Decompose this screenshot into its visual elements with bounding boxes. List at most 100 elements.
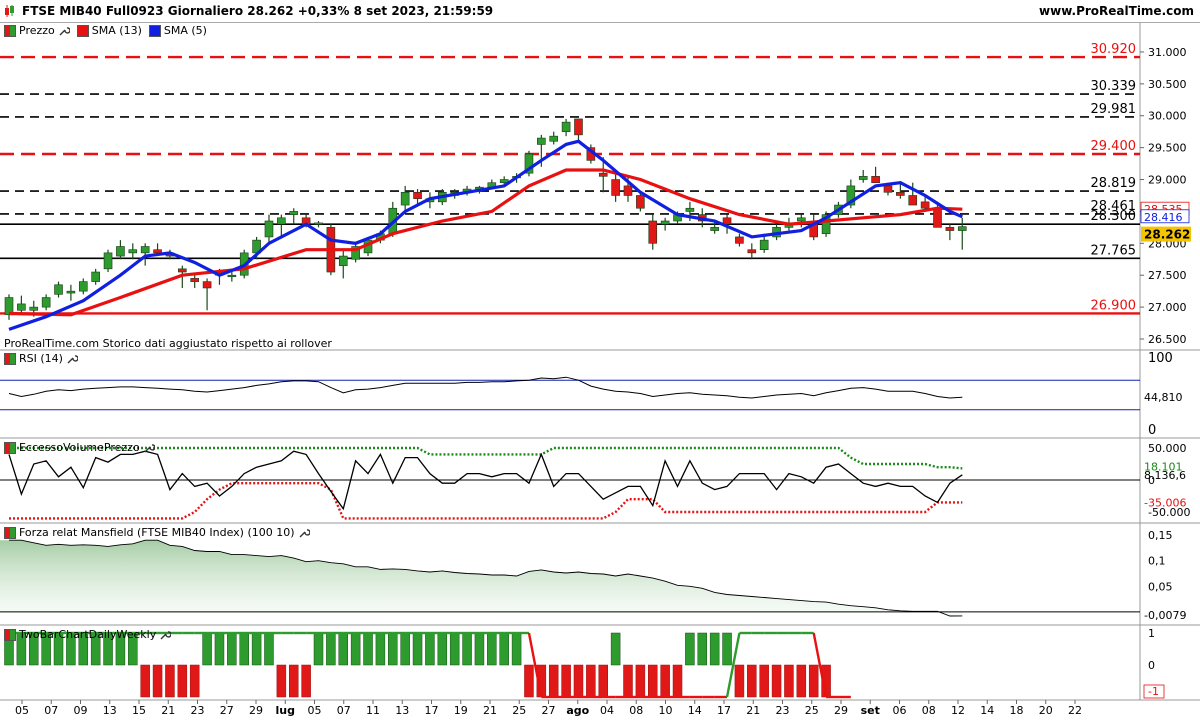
legend-mansfield: Forza relat Mansfield (FTSE MIB40 Index)… [19, 526, 295, 539]
daily-bar-up [326, 632, 336, 666]
candle-body [710, 227, 719, 231]
price-legend: Prezzo SMA (13) SMA (5) [4, 24, 207, 38]
daily-bar-up [227, 632, 237, 666]
weekly-line-segment [725, 632, 741, 698]
x-tick-label: set [861, 704, 880, 717]
value-tag: 28.416 [1144, 211, 1183, 224]
candle-body [314, 222, 323, 225]
candle-body [91, 271, 100, 282]
y-tick-label: 30.000 [1148, 110, 1187, 123]
candle-body [103, 252, 113, 270]
level-label: 29.400 [1091, 139, 1137, 154]
x-tick-label: 29 [249, 704, 263, 717]
y-tick-label: 26.500 [1148, 333, 1187, 346]
evp-value-tag: 18.101 [1144, 460, 1183, 473]
candle-body [945, 227, 955, 231]
daily-bar-down [561, 664, 571, 698]
evp-tick-label: -50.000 [1148, 506, 1190, 519]
evp-line [8, 450, 963, 511]
y-tick-label: 27.000 [1148, 301, 1187, 314]
x-tick-label: 12 [951, 704, 965, 717]
x-tick-label: 07 [44, 704, 58, 717]
y-tick-label: 30.500 [1148, 78, 1187, 91]
x-tick-label: 06 [893, 704, 907, 717]
candle-body [537, 137, 546, 145]
x-tick-label: 13 [103, 704, 117, 717]
daily-bar-up [202, 632, 212, 666]
x-tick-label: 15 [132, 704, 146, 717]
candle-body [561, 121, 571, 132]
level-label: 28.300 [1091, 209, 1137, 224]
candle-body [871, 176, 880, 184]
daily-bar-up [338, 632, 349, 666]
level-label: 26.900 [1091, 298, 1137, 313]
x-tick-label: 08 [629, 704, 643, 717]
x-tick-label: 29 [834, 704, 848, 717]
legend-sma13: SMA (13) [91, 24, 142, 37]
x-tick-label: 21 [483, 704, 497, 717]
evp-swatch [4, 442, 16, 454]
y-tick-label: 27.500 [1148, 269, 1187, 282]
twobar-legend: TwoBarChartDailyWeekly [4, 628, 172, 642]
chart-header: FTSE MIB40 Full0923 Giornaliero 28.262 +… [0, 0, 1200, 23]
legend-evp: EccessoVolumePrezzo [19, 441, 140, 454]
candle-body [648, 220, 658, 244]
candle-body [54, 284, 63, 295]
mansfield-value-tag: -0,0079 [1144, 609, 1186, 622]
daily-bar-down [548, 664, 559, 698]
daily-bar-up [511, 632, 522, 666]
candle-body [116, 246, 125, 257]
candle-body [636, 195, 645, 209]
wrench-icon[interactable] [159, 629, 172, 641]
daily-bar-up [251, 632, 262, 666]
y-tick-label: 29.500 [1148, 142, 1187, 155]
candle-body [17, 303, 26, 311]
daily-bar-up [437, 632, 448, 666]
x-tick-label: 17 [425, 704, 439, 717]
daily-bar-down [635, 664, 646, 698]
candle-body [524, 153, 534, 174]
daily-bar-up [350, 632, 361, 666]
wrench-icon[interactable] [298, 527, 310, 539]
wrench-icon[interactable] [143, 442, 155, 454]
daily-bar-up [425, 632, 435, 666]
candle-body [351, 246, 360, 260]
candle-body [400, 191, 410, 206]
mansfield-tick-label: 0,15 [1148, 529, 1173, 542]
candle-body [957, 226, 967, 231]
twobar-tick-label: 0 [1148, 659, 1155, 672]
x-tick-label: 21 [746, 704, 760, 717]
twobar-swatch [4, 629, 16, 641]
evp-value-tag: -35.006 [1144, 496, 1186, 509]
candle-body [227, 274, 237, 278]
candle-body [549, 135, 559, 142]
wrench-icon[interactable] [58, 25, 70, 37]
daily-bar-down [672, 664, 683, 698]
candle-body [623, 185, 633, 196]
x-tick-label: 05 [15, 704, 29, 717]
wrench-icon[interactable] [66, 353, 78, 365]
site-link[interactable]: www.ProRealTime.com [1039, 4, 1194, 18]
candle-body [660, 220, 670, 225]
daily-bar-down [808, 664, 819, 698]
daily-bar-down [747, 664, 757, 698]
daily-bar-up [363, 632, 373, 666]
legend-sma5: SMA (5) [163, 24, 207, 37]
mansfield-line [9, 539, 963, 617]
candle-body [933, 207, 942, 228]
level-label: 28.461 [1091, 199, 1137, 214]
daily-bar-down [165, 664, 175, 698]
rsi-line [8, 376, 963, 399]
candlestick-icon [5, 5, 14, 17]
evp-tick-label: 50.000 [1148, 442, 1187, 455]
rsi-legend: RSI (14) [4, 352, 78, 366]
candle-body [883, 185, 893, 193]
x-tick-label: 27 [220, 704, 234, 717]
daily-bar-up [697, 632, 708, 666]
evp-upper-band [9, 446, 963, 470]
daily-bar-down [288, 664, 299, 698]
x-tick-label: 22 [1068, 704, 1082, 717]
candle-body [797, 217, 806, 222]
daily-bar-down [660, 664, 670, 698]
